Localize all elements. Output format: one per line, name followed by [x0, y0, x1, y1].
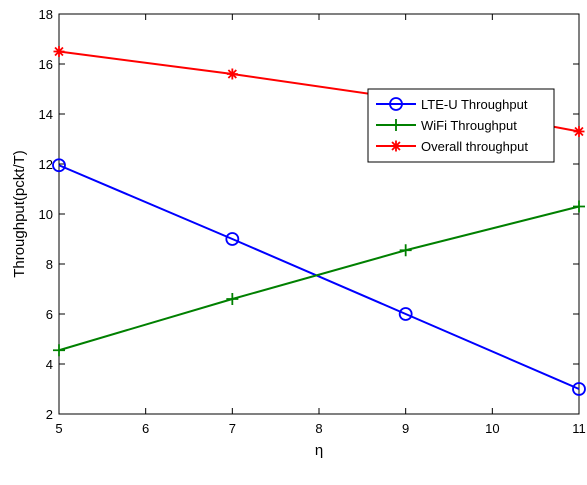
data-point-circle — [572, 382, 586, 396]
x-tick-label: 9 — [402, 421, 409, 436]
legend-item: LTE-U Throughput — [376, 97, 528, 112]
data-point-plus — [226, 293, 239, 305]
x-tick-label: 6 — [142, 421, 149, 436]
x-tick-label: 8 — [315, 421, 322, 436]
legend: LTE-U Throughput WiFi Throughput Overall t… — [367, 88, 555, 163]
x-tick-label: 11 — [572, 421, 586, 436]
data-point-circle — [389, 97, 403, 111]
data-point-plus — [390, 119, 402, 131]
series-2 — [53, 200, 585, 357]
data-point-asterisk — [226, 68, 238, 80]
y-axis-label: Throughput(pckt/T) — [11, 150, 28, 278]
data-point-plus — [53, 344, 65, 357]
y-tick-label: 14 — [39, 107, 53, 122]
data-point-circle — [52, 158, 66, 173]
y-tick-label: 16 — [39, 57, 53, 72]
y-tick-label: 18 — [39, 7, 53, 22]
data-point-asterisk — [53, 46, 65, 57]
y-tick-label: 2 — [46, 407, 53, 422]
legend-item: Overall throughput — [376, 139, 528, 154]
legend-label: WiFi Throughput — [421, 118, 517, 133]
plot-area — [58, 13, 580, 415]
data-point-circle — [398, 307, 413, 321]
data-point-circle — [225, 232, 240, 246]
data-point-asterisk — [390, 140, 402, 152]
data-point-plus — [573, 200, 585, 213]
data-point-plus — [399, 244, 412, 257]
legend-label: LTE-U Throughput — [421, 97, 528, 112]
series-line — [58, 205, 580, 352]
series-1 — [52, 158, 586, 396]
legend-label: Overall throughput — [421, 139, 528, 154]
x-tick-label: 5 — [55, 421, 62, 436]
x-tick-label: 10 — [485, 421, 499, 436]
y-tick-label: 8 — [46, 257, 53, 272]
data-point-asterisk — [573, 126, 585, 137]
x-tick-label: 7 — [229, 421, 236, 436]
y-tick-label: 4 — [46, 357, 53, 372]
legend-item: WiFi Throughput — [376, 118, 517, 133]
axis-ticks: 5 6 7 8 9 10 11 2 4 6 8 10 12 14 16 18 — [39, 7, 586, 436]
y-tick-label: 10 — [39, 207, 53, 222]
x-axis-label: η — [315, 442, 323, 459]
y-tick-label: 6 — [46, 307, 53, 322]
y-tick-label: 12 — [39, 157, 53, 172]
series-line — [58, 164, 580, 390]
